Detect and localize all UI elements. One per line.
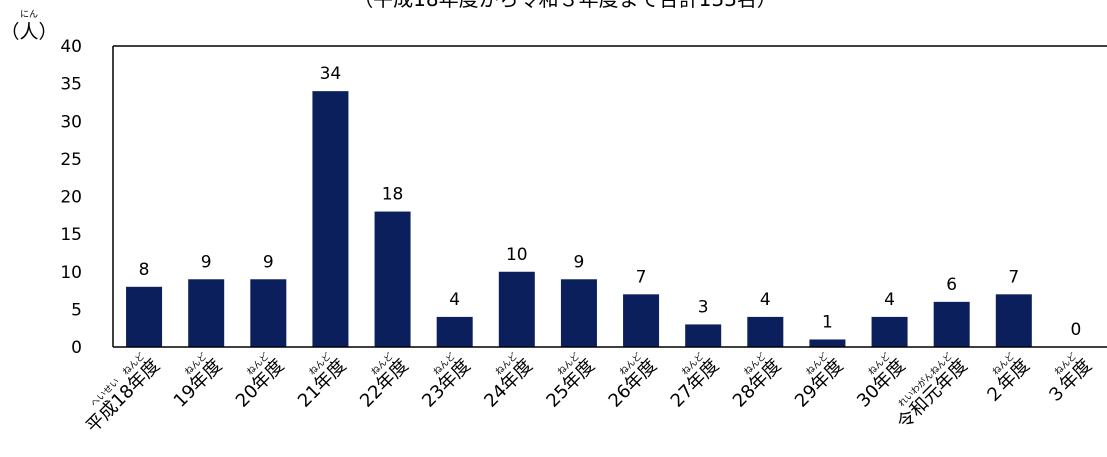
data-label: 4 xyxy=(884,290,895,310)
y-axis-unit-ruby: にん xyxy=(20,9,38,20)
data-label: 3 xyxy=(698,297,709,317)
data-label: 9 xyxy=(201,252,212,272)
data-label: 0 xyxy=(1071,320,1082,340)
y-axis-unit-label: （人） xyxy=(0,21,57,43)
y-axis-ticks: 0 5 10 15 20 25 30 35 40 xyxy=(60,37,82,358)
y-tick-label: 40 xyxy=(60,37,82,57)
bar xyxy=(685,324,722,347)
bar xyxy=(871,316,908,347)
bar xyxy=(436,316,473,347)
data-label: 4 xyxy=(449,290,460,310)
bar xyxy=(933,301,970,347)
data-label: 7 xyxy=(1008,267,1019,287)
data-label: 8 xyxy=(139,260,150,280)
y-tick-label: 25 xyxy=(60,150,82,170)
data-label: 9 xyxy=(574,252,585,272)
bar xyxy=(126,286,163,347)
data-label: 4 xyxy=(760,290,771,310)
y-tick-label: 10 xyxy=(60,263,82,283)
y-tick-label: 35 xyxy=(60,75,82,95)
bar xyxy=(312,91,349,348)
bar xyxy=(374,211,411,347)
y-tick-label: 20 xyxy=(60,188,82,208)
y-tick-label: 30 xyxy=(60,112,82,132)
chart-title: （平成18年度から令和３年度まで合計133名） xyxy=(353,0,777,11)
data-label: 1 xyxy=(822,312,833,332)
data-label: 34 xyxy=(320,64,342,84)
bar xyxy=(995,294,1032,347)
bar xyxy=(498,271,535,347)
bars xyxy=(126,91,1032,348)
data-label: 10 xyxy=(506,245,528,265)
bar xyxy=(623,294,660,347)
y-tick-label: 0 xyxy=(71,338,82,358)
y-tick-label: 5 xyxy=(71,300,82,320)
bar xyxy=(188,279,225,347)
data-label: 9 xyxy=(263,252,274,272)
bar xyxy=(747,316,784,347)
bar xyxy=(560,279,597,347)
bar xyxy=(809,339,846,347)
data-label: 6 xyxy=(946,275,957,295)
bar xyxy=(250,279,287,347)
y-tick-label: 15 xyxy=(60,225,82,245)
data-label: 18 xyxy=(382,185,404,205)
data-label: 7 xyxy=(636,267,647,287)
